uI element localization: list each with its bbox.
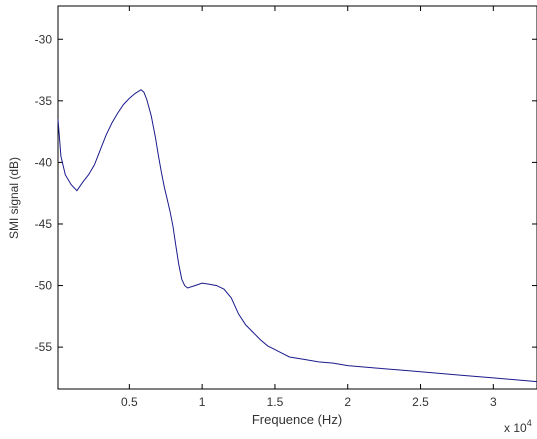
y-tick-label: -40 (35, 155, 53, 169)
y-tick-label: -30 (35, 32, 53, 46)
y-tick-label: -55 (35, 340, 53, 354)
series-line (57, 89, 537, 383)
x-axis-ticks: 0.5 1 1.5 2 2.5 3 (121, 6, 497, 409)
x-multiplier-exponent: 4 (527, 418, 532, 428)
y-tick-label: -35 (35, 94, 53, 108)
x-tick-label: 1 (199, 395, 206, 409)
y-axis-label: SMI signal (dB) (7, 157, 21, 239)
x-multiplier-label: x 104 (504, 418, 532, 435)
x-tick-label: 3 (490, 395, 497, 409)
x-axis-label: Frequence (Hz) (252, 412, 342, 427)
x-tick-label: 2.5 (412, 395, 429, 409)
y-tick-label: -45 (35, 217, 53, 231)
x-multiplier-base: x 10 (504, 421, 527, 435)
y-axis-ticks: -30 -35 -40 -45 -50 -55 (35, 32, 537, 354)
x-tick-label: 0.5 (121, 395, 138, 409)
y-tick-label: -50 (35, 279, 53, 293)
x-tick-label: 2 (344, 395, 351, 409)
plot-area (57, 5, 537, 390)
x-tick-label: 1.5 (267, 395, 284, 409)
